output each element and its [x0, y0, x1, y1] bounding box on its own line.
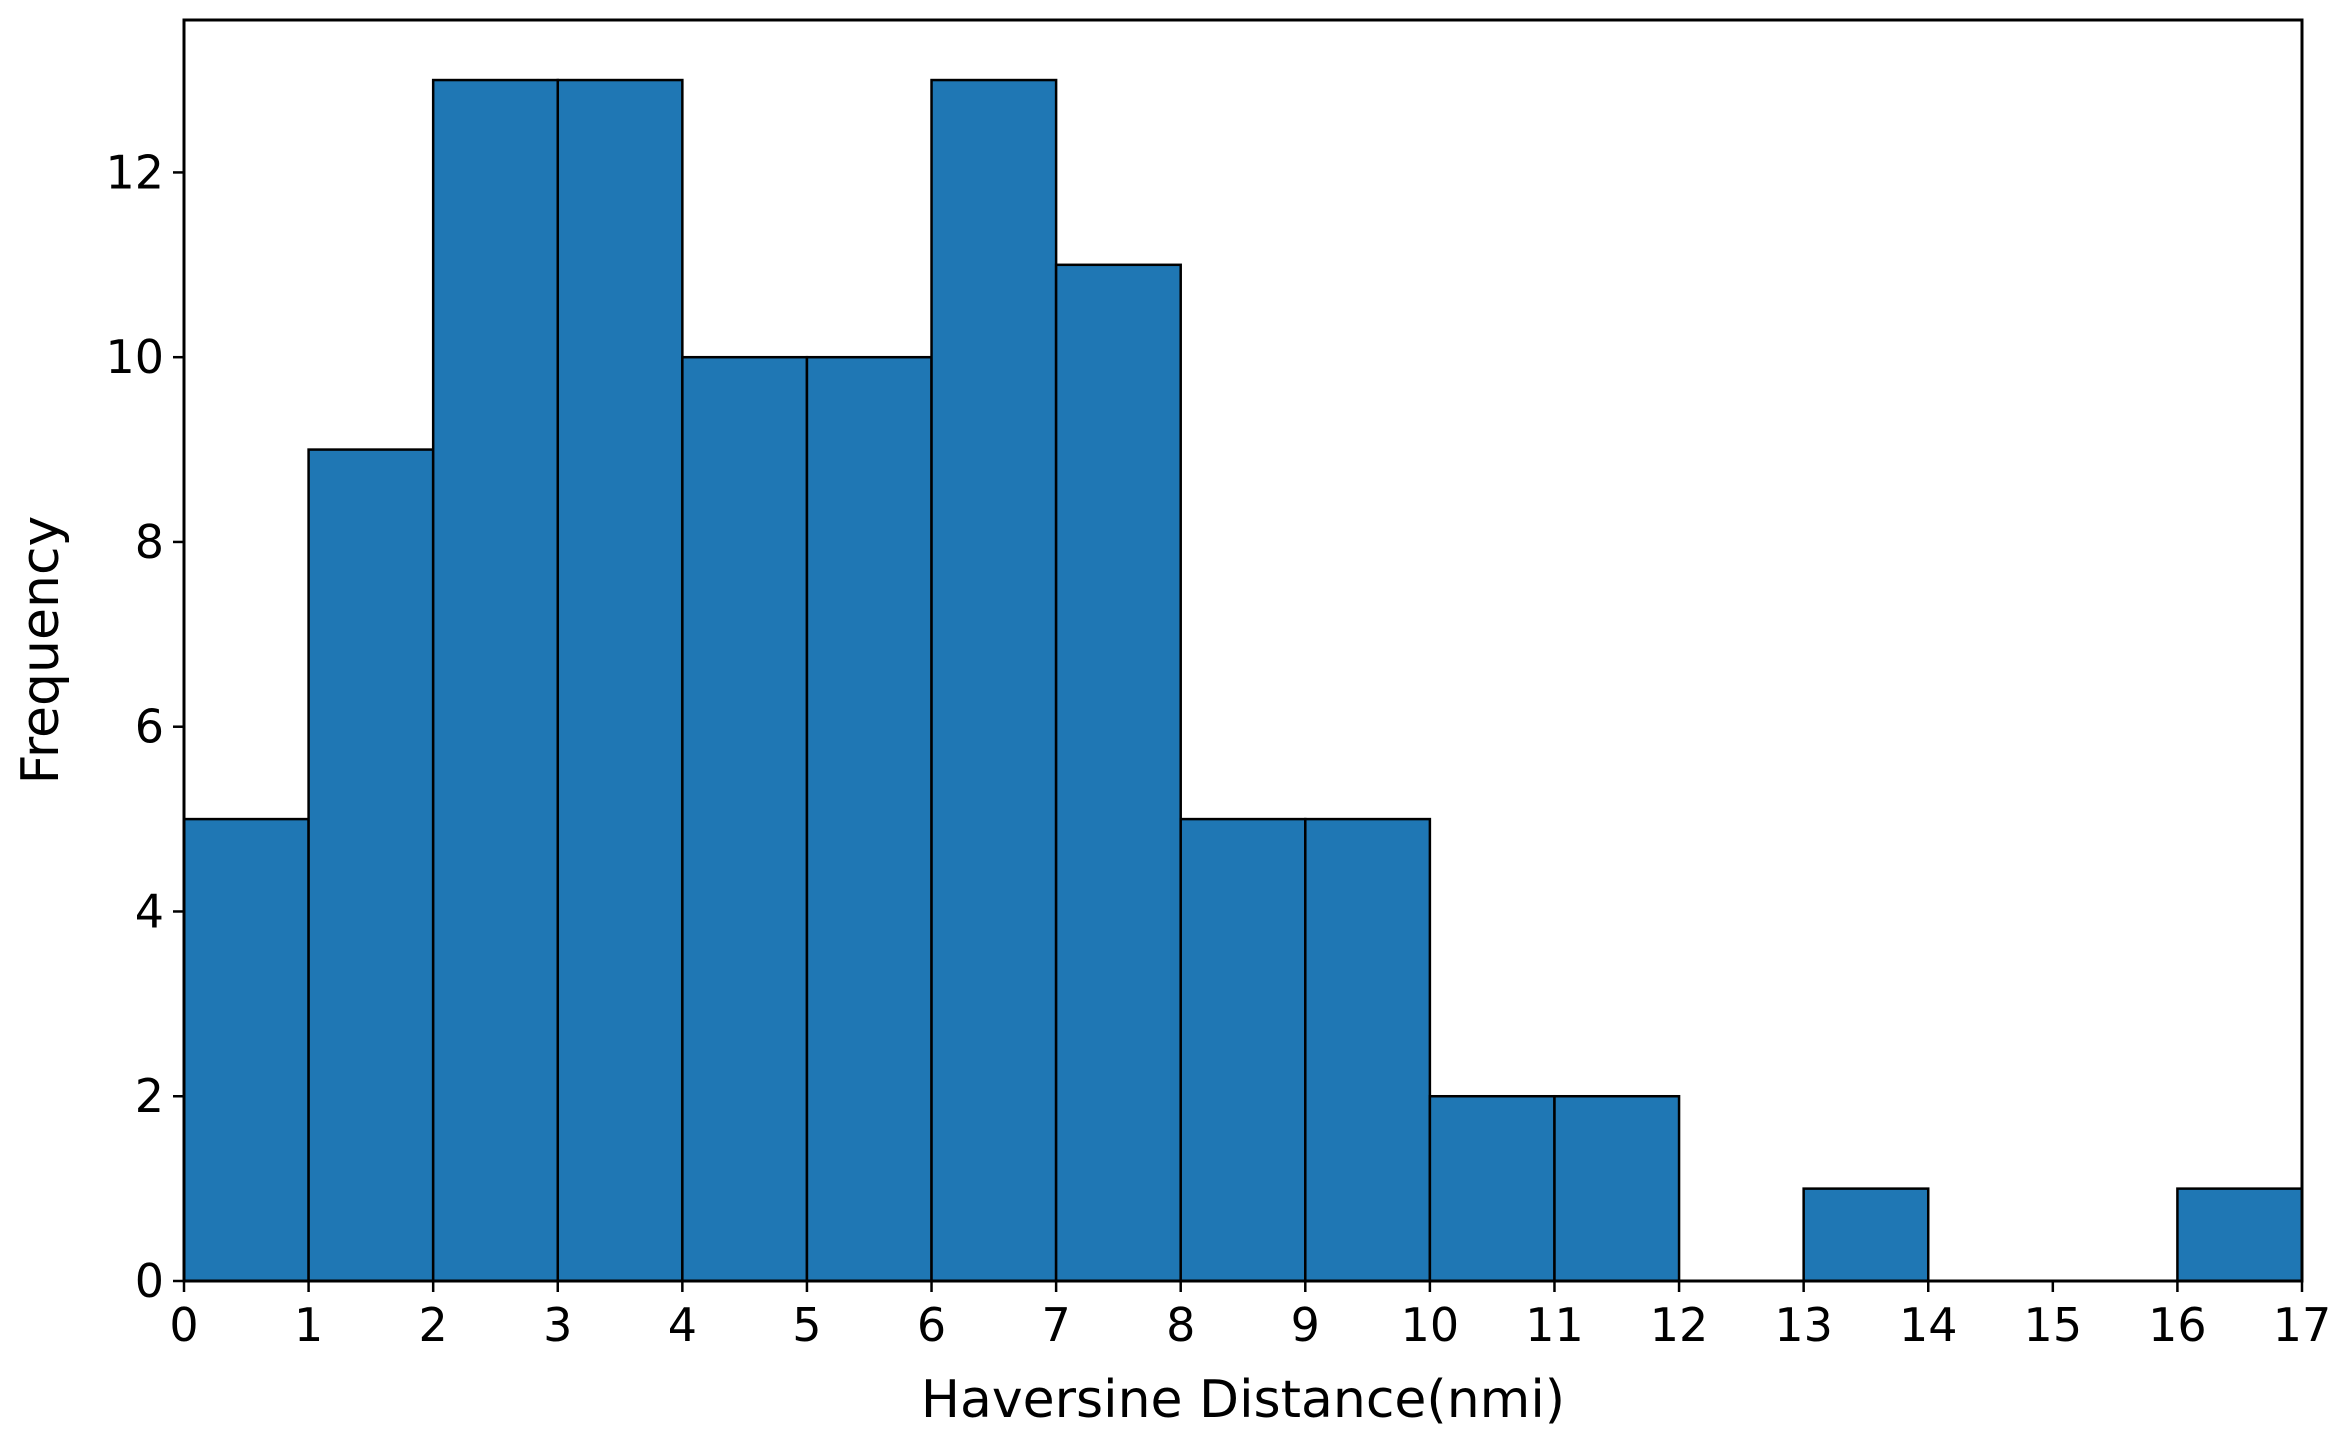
y-axis-ticks: 0 2 4 6 8 10 12 — [105, 145, 184, 1308]
y-tick-label: 6 — [135, 700, 164, 754]
x-tick-label: 1 — [294, 1298, 323, 1352]
x-axis-label: Haversine Distance(nmi) — [921, 1370, 1565, 1430]
plot-frame — [182, 18, 2304, 1283]
histogram-bar — [1428, 1094, 1556, 1283]
x-tick-label: 13 — [1774, 1298, 1833, 1352]
y-tick-label: 4 — [135, 884, 164, 938]
x-tick-label: 12 — [1650, 1298, 1709, 1352]
histogram-bar — [556, 78, 684, 1283]
x-tick-label: 8 — [1166, 1298, 1195, 1352]
x-tick-label: 11 — [1525, 1298, 1584, 1352]
histogram-bar — [805, 355, 933, 1283]
histogram-bar — [1802, 1187, 1930, 1283]
x-tick-label: 16 — [2148, 1298, 2207, 1352]
histogram-bar — [2176, 1187, 2304, 1283]
x-tick-label: 7 — [1041, 1298, 1070, 1352]
x-tick-label: 10 — [1401, 1298, 1460, 1352]
x-axis-ticks: 0 1 2 3 4 5 6 7 8 9 10 11 12 13 14 15 16 17 — [169, 1281, 2331, 1352]
y-tick-label: 10 — [105, 330, 164, 384]
histogram-bar — [1054, 263, 1182, 1283]
x-tick-label: 14 — [1899, 1298, 1958, 1352]
y-axis-label: Frequency — [11, 516, 71, 785]
x-tick-label: 3 — [543, 1298, 572, 1352]
x-tick-label: 2 — [419, 1298, 448, 1352]
x-tick-label: 15 — [2024, 1298, 2083, 1352]
y-tick-label: 0 — [135, 1254, 164, 1308]
histogram-bar — [681, 355, 809, 1283]
x-tick-label: 9 — [1291, 1298, 1320, 1352]
histogram-bars — [182, 78, 2304, 1283]
x-tick-label: 4 — [668, 1298, 697, 1352]
histogram-bar — [307, 448, 435, 1283]
x-tick-label: 0 — [169, 1298, 198, 1352]
x-tick-label: 5 — [792, 1298, 821, 1352]
histogram-bar — [930, 78, 1058, 1283]
histogram-bar — [182, 817, 310, 1283]
histogram-bar — [431, 78, 560, 1283]
histogram-bar — [1553, 1094, 1681, 1283]
x-tick-label: 6 — [917, 1298, 946, 1352]
histogram-bar — [1179, 817, 1307, 1283]
y-tick-label: 8 — [135, 515, 164, 569]
x-tick-label: 17 — [2273, 1298, 2332, 1352]
histogram-bar — [1304, 817, 1432, 1283]
y-tick-label: 2 — [135, 1069, 164, 1123]
y-tick-label: 12 — [105, 145, 164, 199]
